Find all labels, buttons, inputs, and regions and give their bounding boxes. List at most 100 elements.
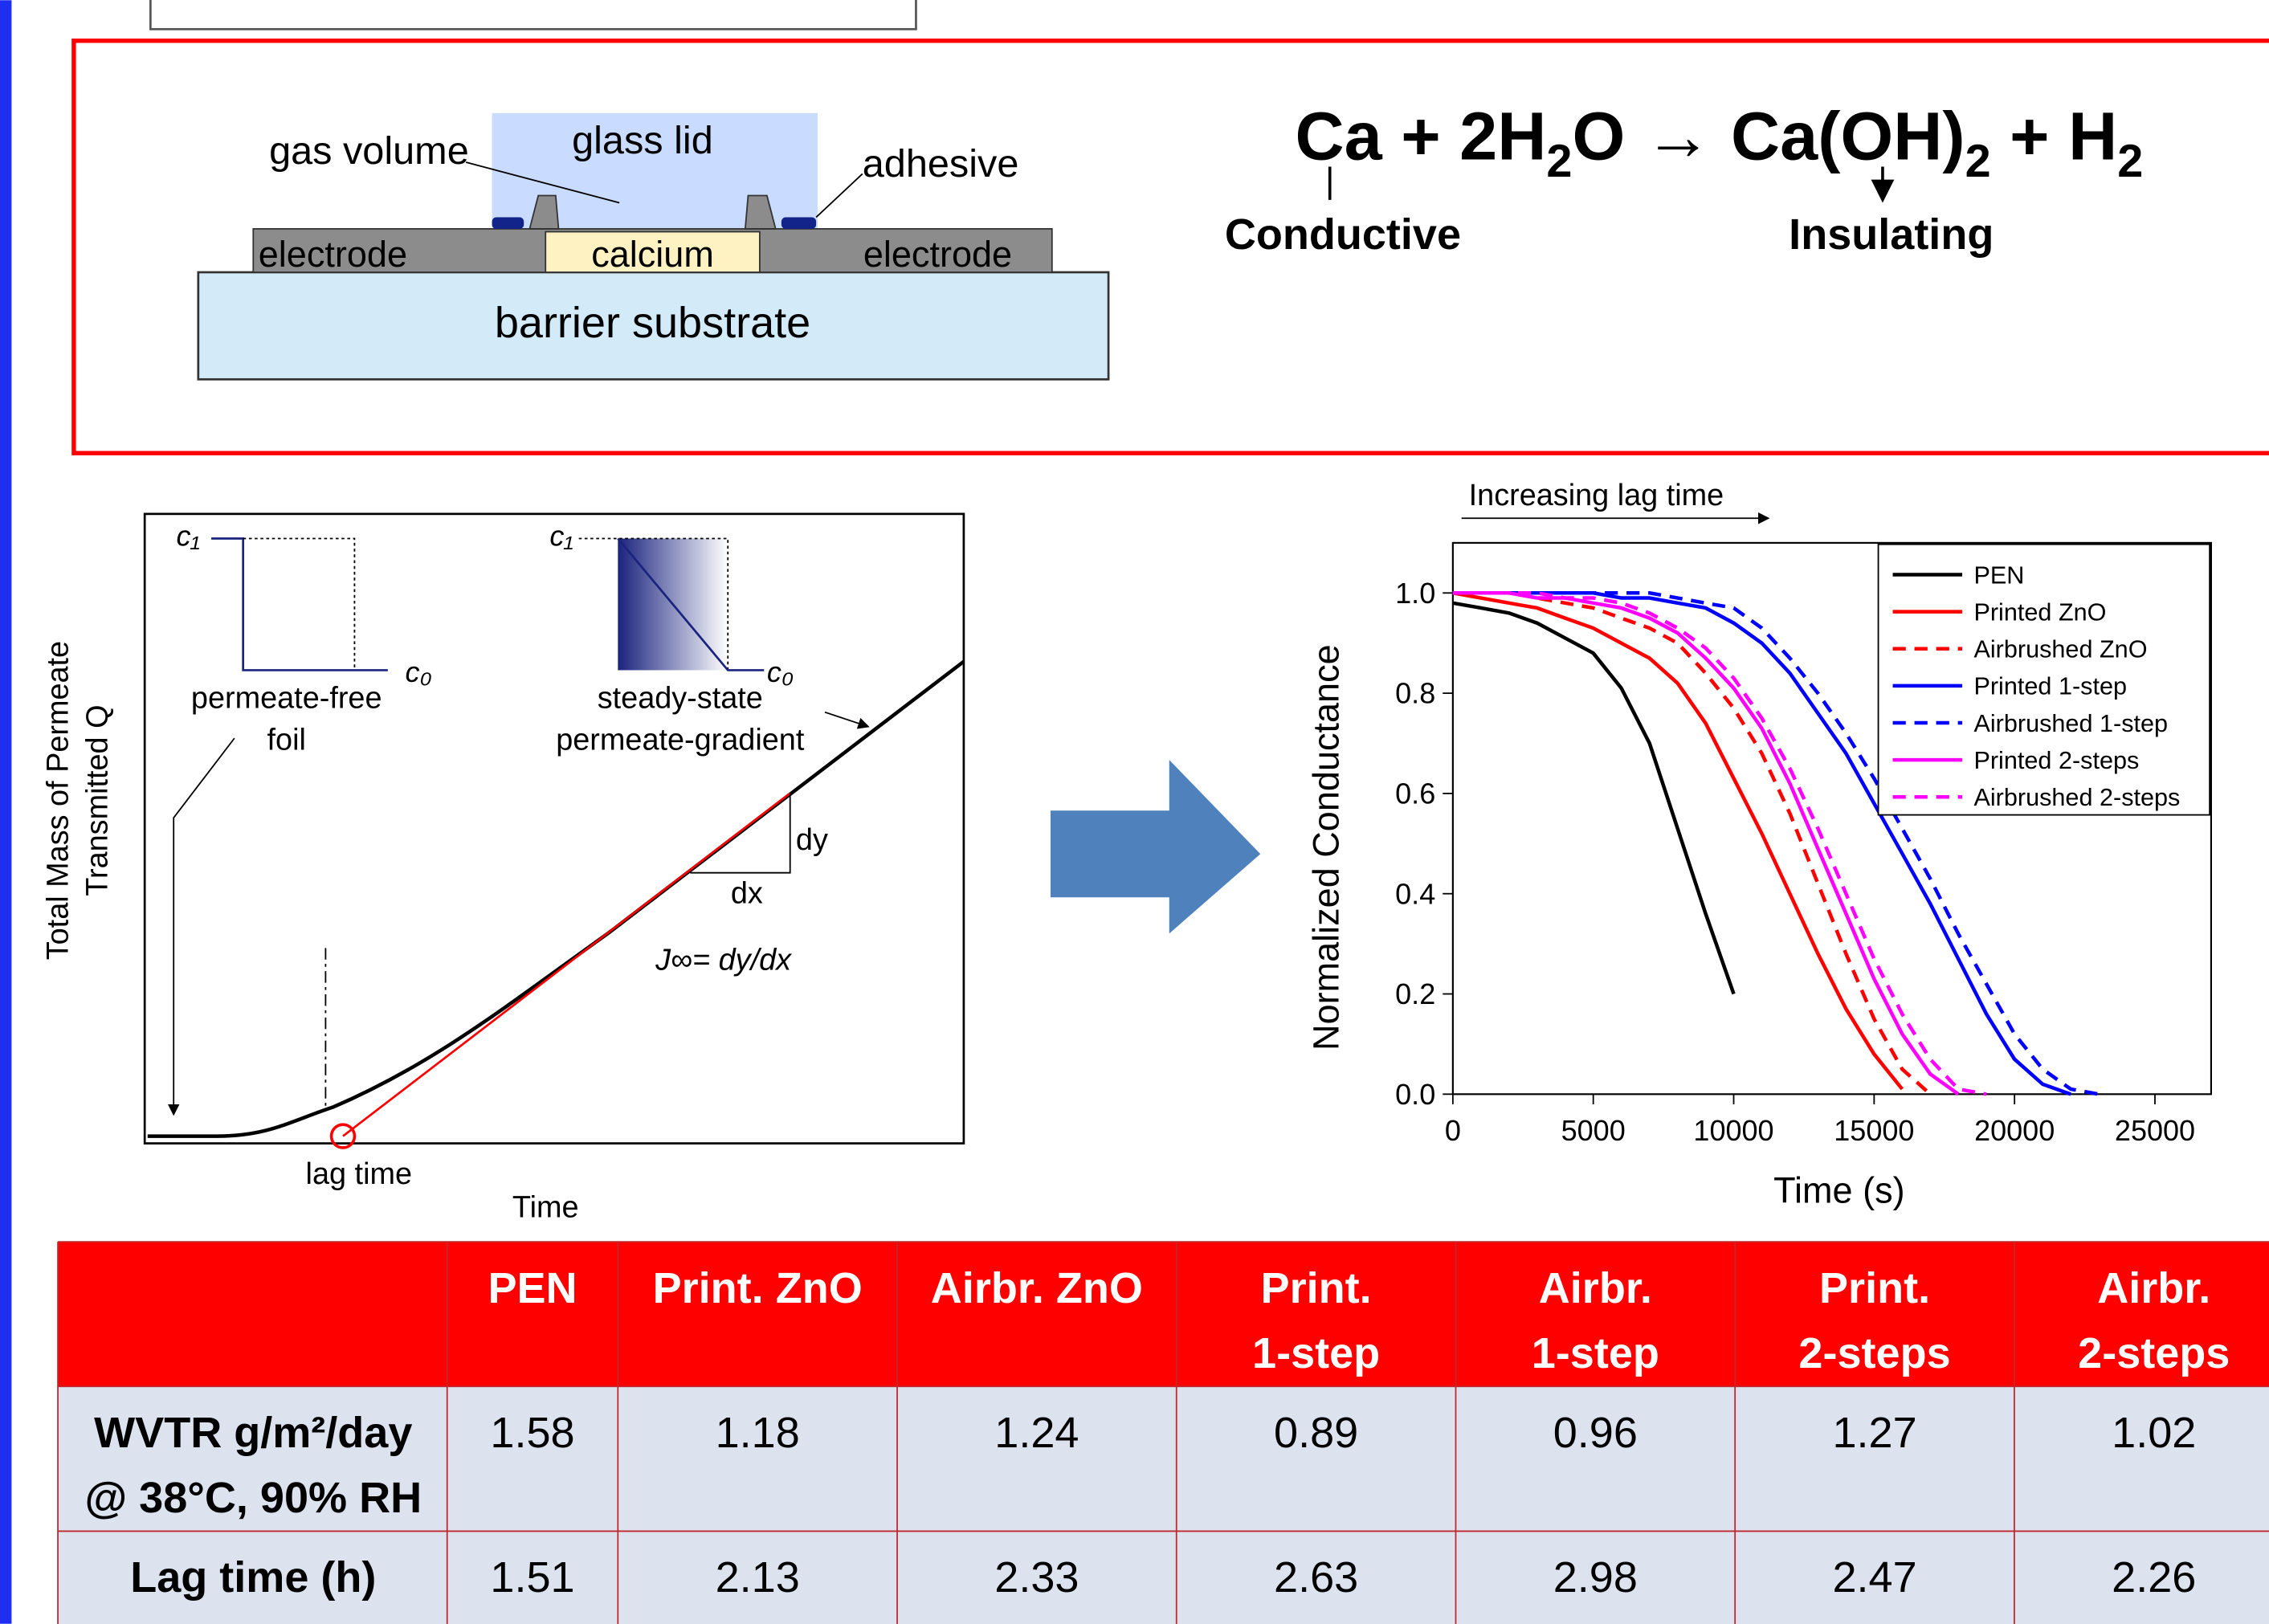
label: Time bbox=[512, 1190, 579, 1224]
legend-label: Airbrushed 2-steps bbox=[1973, 784, 2180, 811]
series-line bbox=[1452, 590, 2100, 1096]
label: permeate-gradient bbox=[556, 724, 805, 757]
table-cell: 2.13 bbox=[716, 1553, 800, 1602]
table-cell: 0.89 bbox=[1274, 1409, 1358, 1457]
header-cell: Print. ZnO bbox=[653, 1264, 863, 1312]
label: lag time bbox=[306, 1157, 412, 1191]
plot-frame bbox=[1451, 541, 2213, 1096]
row-label: WVTR g/m²/day bbox=[94, 1409, 412, 1457]
legend-label: Printed ZnO bbox=[1973, 598, 2106, 626]
table-cell: 2.26 bbox=[2112, 1553, 2196, 1602]
legend-label: Airbrushed ZnO bbox=[1973, 636, 2147, 663]
frame bbox=[143, 512, 965, 1145]
header-box bbox=[149, 0, 917, 31]
label: adhesive bbox=[863, 142, 1019, 186]
tangent bbox=[342, 792, 791, 1137]
side-bar bbox=[0, 0, 12, 1624]
x-tick-label: 25000 bbox=[2115, 1114, 2195, 1147]
label: c₁ bbox=[549, 519, 573, 552]
row-label: Lag time (h) bbox=[130, 1553, 376, 1602]
table-cell: 1.24 bbox=[994, 1409, 1079, 1457]
conductance-chart: 0 5000 10000 15000 20000 25000 0.0 0.2 0.4 0.6 0.8… bbox=[1306, 479, 2213, 1210]
label: steady-state bbox=[598, 681, 763, 715]
row-label: @ 38°C, 90% RH bbox=[84, 1474, 422, 1522]
x-tick-label: 10000 bbox=[1693, 1114, 1773, 1147]
label: Conductive bbox=[1225, 210, 1461, 259]
series-line bbox=[1452, 590, 1932, 1096]
subscript: 2 bbox=[2117, 136, 2143, 187]
slope-triangle bbox=[690, 793, 791, 874]
subscript: 2 bbox=[1965, 136, 1991, 187]
label: glass lid bbox=[572, 119, 713, 162]
legend-box bbox=[1877, 543, 2211, 816]
profile bbox=[617, 537, 765, 671]
lag-marker bbox=[329, 1123, 357, 1149]
header-cell: PEN bbox=[488, 1264, 577, 1312]
y-tick-label: 0.4 bbox=[1395, 877, 1435, 910]
series-line bbox=[1452, 590, 2071, 1096]
header-cell: Print. bbox=[1819, 1264, 1930, 1312]
header-cell: Airbr. bbox=[2097, 1264, 2210, 1312]
x-tick-label: 0 bbox=[1445, 1114, 1461, 1147]
series-line bbox=[1452, 590, 1960, 1096]
permeate-curve bbox=[147, 659, 965, 1138]
label: Transmitted Q bbox=[80, 704, 114, 896]
lid-feet bbox=[528, 194, 777, 230]
table-cell: 1.02 bbox=[2112, 1409, 2196, 1457]
table-cell: 2.98 bbox=[1553, 1553, 1638, 1602]
header-cell: Print. bbox=[1261, 1264, 1372, 1312]
adhesive-left bbox=[492, 217, 524, 229]
flow-arrow bbox=[1051, 760, 1261, 934]
series-line bbox=[1452, 601, 1736, 995]
table-cell: 2.63 bbox=[1274, 1553, 1358, 1602]
subscript: 2 bbox=[1546, 136, 1572, 187]
x-tick-label: 15000 bbox=[1834, 1114, 1914, 1147]
table-cell: 1.18 bbox=[716, 1409, 800, 1457]
x-axis-label: Time (s) bbox=[1773, 1169, 1904, 1210]
substrate bbox=[197, 271, 1110, 381]
pointer bbox=[167, 737, 235, 1116]
calcium-pad bbox=[545, 231, 761, 273]
table-cell: 2.47 bbox=[1832, 1553, 1916, 1602]
legend-label: PEN bbox=[1973, 561, 2024, 589]
header-cell: 1-step bbox=[1252, 1329, 1380, 1377]
table-cell: 1.58 bbox=[490, 1409, 574, 1457]
equation-part: Ca + 2H bbox=[1295, 97, 1546, 173]
label: dy bbox=[796, 823, 828, 857]
profile bbox=[211, 537, 388, 671]
header-cell: Airbr. ZnO bbox=[931, 1264, 1143, 1312]
table-cell: 1.27 bbox=[1832, 1409, 1916, 1457]
reaction-equation: Ca + 2H2O → Ca(OH)2 + H2 bbox=[1295, 97, 2143, 187]
y-tick-label: 0.2 bbox=[1395, 977, 1435, 1010]
label: J∞= dy/dx bbox=[655, 943, 793, 977]
y-tick-label: 0.0 bbox=[1395, 1078, 1435, 1111]
header-cell: 1-step bbox=[1532, 1329, 1659, 1377]
leader-lines bbox=[465, 161, 863, 218]
profile bbox=[243, 537, 356, 671]
label: c₀ bbox=[405, 655, 431, 688]
table-cell: 0.96 bbox=[1553, 1409, 1638, 1457]
body-rows bbox=[58, 1386, 2269, 1624]
section-box bbox=[71, 39, 2269, 455]
x-tick-label: 20000 bbox=[1974, 1114, 2055, 1147]
y-tick-label: 0.6 bbox=[1395, 777, 1435, 810]
y-axis-label: Normalized Conductance bbox=[1306, 644, 1347, 1051]
reaction-arrows bbox=[1328, 166, 1883, 199]
equation-part: O → Ca(OH) bbox=[1572, 97, 1965, 173]
header-cell: 2-steps bbox=[1798, 1329, 1950, 1377]
legend-label: Printed 1-step bbox=[1973, 673, 2127, 700]
y-tick-label: 0.8 bbox=[1395, 677, 1435, 710]
label: gas volume bbox=[269, 129, 469, 173]
device-diagram: gas volume glass lid adhesive electrode … bbox=[197, 112, 1110, 381]
label: Total Mass of Permeate bbox=[42, 641, 75, 960]
annotation: Increasing lag time bbox=[1469, 479, 1724, 512]
header-cell: Airbr. bbox=[1539, 1264, 1652, 1312]
label: barrier substrate bbox=[495, 299, 810, 347]
x-tick-label: 5000 bbox=[1561, 1114, 1626, 1147]
label: electrode bbox=[259, 234, 407, 275]
series-line bbox=[1452, 590, 1987, 1096]
label: c₀ bbox=[767, 655, 794, 688]
header-row bbox=[58, 1242, 2269, 1387]
